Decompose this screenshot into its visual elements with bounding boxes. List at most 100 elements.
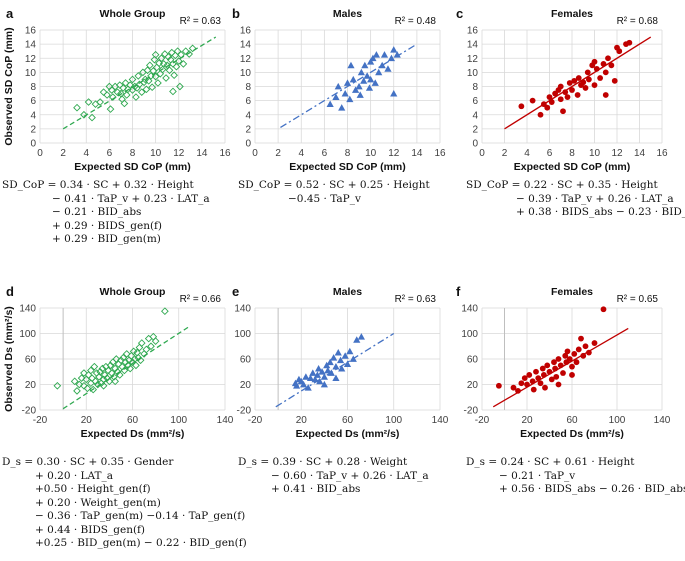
chart-title-e: Males — [333, 286, 362, 298]
y-tick-label-a-5: 10 — [25, 68, 37, 79]
y-tick-label-e-1: 20 — [240, 380, 252, 391]
data-point-a-0 — [73, 103, 81, 112]
y-tick-label-a-3: 6 — [30, 96, 36, 107]
data-point-c-5 — [546, 94, 553, 100]
y-tick-label-a-7: 14 — [25, 40, 37, 51]
x-tick-label-d-3: 100 — [170, 415, 187, 426]
x-tick-label-f-0: -20 — [475, 415, 490, 426]
data-point-c-9 — [557, 96, 564, 103]
equation-f: D_s = 0.24 · SC + 0.61 · Height − 0.21 ·… — [466, 456, 685, 497]
data-point-d-47 — [132, 361, 140, 370]
r2-label-b: R² = 0.48 — [395, 16, 437, 27]
x-tick-label-c-6: 12 — [611, 148, 623, 159]
data-point-a-49 — [161, 50, 169, 58]
data-point-f-18 — [551, 359, 557, 366]
x-tick-label-e-2: 60 — [342, 415, 354, 426]
data-point-e-17 — [326, 358, 334, 366]
x-tick-label-e-3: 100 — [385, 415, 402, 426]
data-point-c-21 — [582, 85, 589, 91]
data-point-b-0 — [326, 100, 334, 108]
data-point-f-11 — [537, 380, 544, 387]
data-point-d-29 — [111, 364, 119, 373]
data-point-d-16 — [96, 367, 104, 376]
data-point-e-22 — [336, 356, 345, 364]
data-point-c-18 — [575, 75, 582, 81]
data-point-b-6 — [346, 95, 354, 103]
y-tick-label-b-3: 6 — [245, 96, 251, 107]
x-tick-label-c-7: 14 — [634, 148, 646, 159]
x-tick-label-f-2: 60 — [566, 415, 578, 426]
r2-label-e: R² = 0.63 — [395, 294, 437, 305]
equation-d-line-5: + 0.44 · BIDS_gen(f) — [35, 523, 146, 536]
data-point-d-13 — [92, 369, 101, 377]
chart-title-b: Males — [333, 8, 362, 20]
data-point-b-25 — [390, 89, 398, 97]
data-point-a-56 — [169, 60, 177, 68]
panel-letter-b: b — [232, 6, 240, 21]
equation-d-line-0: D_s = 0.30 · SC + 0.35 · Gender — [2, 456, 174, 468]
data-point-d-54 — [142, 345, 151, 354]
data-point-a-15 — [118, 95, 126, 104]
data-point-f-38 — [555, 381, 562, 388]
equation-d-line-1: + 0.20 · LAT_a — [35, 469, 114, 482]
data-point-c-38 — [602, 92, 609, 98]
data-point-e-8 — [309, 369, 317, 376]
data-point-d-28 — [110, 373, 118, 381]
y-tick-label-e-0: -20 — [237, 406, 252, 417]
x-tick-label-f-1: 20 — [521, 415, 533, 426]
y-tick-label-f-1: 20 — [467, 380, 479, 391]
data-point-b-1 — [332, 93, 340, 100]
y-tick-label-f-2: 60 — [467, 355, 479, 366]
x-tick-label-f-4: 140 — [654, 415, 671, 426]
equation-f-line-0: D_s = 0.24 · SC + 0.61 · Height — [466, 456, 635, 468]
data-point-b-4 — [341, 89, 349, 97]
data-point-a-69 — [120, 99, 129, 108]
data-point-b-27 — [365, 84, 374, 91]
data-point-f-15 — [544, 362, 551, 369]
trend-line-f — [492, 327, 629, 408]
data-point-f-14 — [542, 384, 548, 391]
x-tick-label-c-0: 0 — [479, 148, 485, 159]
data-point-c-23 — [585, 76, 592, 83]
data-point-e-19 — [330, 354, 338, 361]
equation-a-line-3: + 0.29 · BIDS_gen(f) — [52, 219, 163, 232]
x-tick-label-f-3: 100 — [609, 415, 626, 426]
data-point-c-28 — [597, 75, 604, 81]
x-tick-label-c-1: 2 — [502, 148, 508, 159]
y-tick-label-a-4: 8 — [30, 82, 36, 93]
data-point-e-11 — [314, 364, 323, 372]
equation-b-line-1: −0.45 · TaP_v — [288, 192, 361, 205]
data-point-b-17 — [371, 79, 379, 86]
data-point-d-15 — [95, 373, 103, 381]
data-point-b-19 — [375, 68, 383, 76]
y-tick-label-e-4: 140 — [234, 304, 251, 315]
data-point-a-58 — [171, 51, 180, 60]
x-tick-label-b-0: 0 — [252, 148, 258, 159]
equation-e-line-1: − 0.60 · TaP_v + 0.26 · LAT_a — [271, 469, 429, 482]
y-tick-label-c-7: 14 — [467, 40, 479, 51]
data-point-c-10 — [557, 83, 564, 90]
equation-a-line-1: − 0.41 · TaP_v + 0.23 · LAT_a — [52, 192, 210, 205]
x-tick-label-a-0: 0 — [37, 148, 43, 159]
data-point-a-33 — [143, 66, 152, 75]
x-tick-label-b-2: 4 — [298, 148, 304, 159]
y-axis-label-a: Observed SD CoP (mm) — [3, 27, 15, 145]
data-point-a-44 — [155, 59, 163, 68]
data-point-b-20 — [378, 61, 386, 69]
data-point-c-32 — [608, 62, 615, 69]
data-point-a-70 — [106, 105, 115, 113]
panel-letter-f: f — [456, 284, 461, 299]
y-tick-label-a-1: 2 — [30, 124, 36, 135]
data-point-b-5 — [343, 79, 352, 86]
data-point-c-17 — [574, 92, 581, 98]
data-point-b-21 — [380, 51, 389, 58]
data-point-d-45 — [129, 347, 138, 356]
chart-title-d: Whole Group — [100, 286, 166, 298]
data-point-f-1 — [510, 384, 517, 391]
data-point-f-32 — [578, 335, 584, 342]
y-tick-label-b-4: 8 — [245, 82, 251, 93]
data-point-a-37 — [148, 83, 156, 92]
data-point-e-1 — [293, 382, 301, 389]
x-tick-label-b-5: 10 — [365, 148, 377, 159]
x-tick-label-a-2: 4 — [83, 148, 89, 159]
